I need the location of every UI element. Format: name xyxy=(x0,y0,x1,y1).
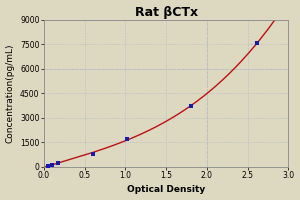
Y-axis label: Concentration(pg/mL): Concentration(pg/mL) xyxy=(6,43,15,143)
Point xyxy=(50,163,54,166)
Point xyxy=(90,152,95,155)
Point xyxy=(255,41,260,44)
Title: Rat βCTx: Rat βCTx xyxy=(134,6,198,19)
Point xyxy=(46,165,50,168)
Point xyxy=(124,137,129,141)
Point xyxy=(56,161,61,164)
X-axis label: Optical Density: Optical Density xyxy=(127,185,205,194)
Point xyxy=(188,105,193,108)
